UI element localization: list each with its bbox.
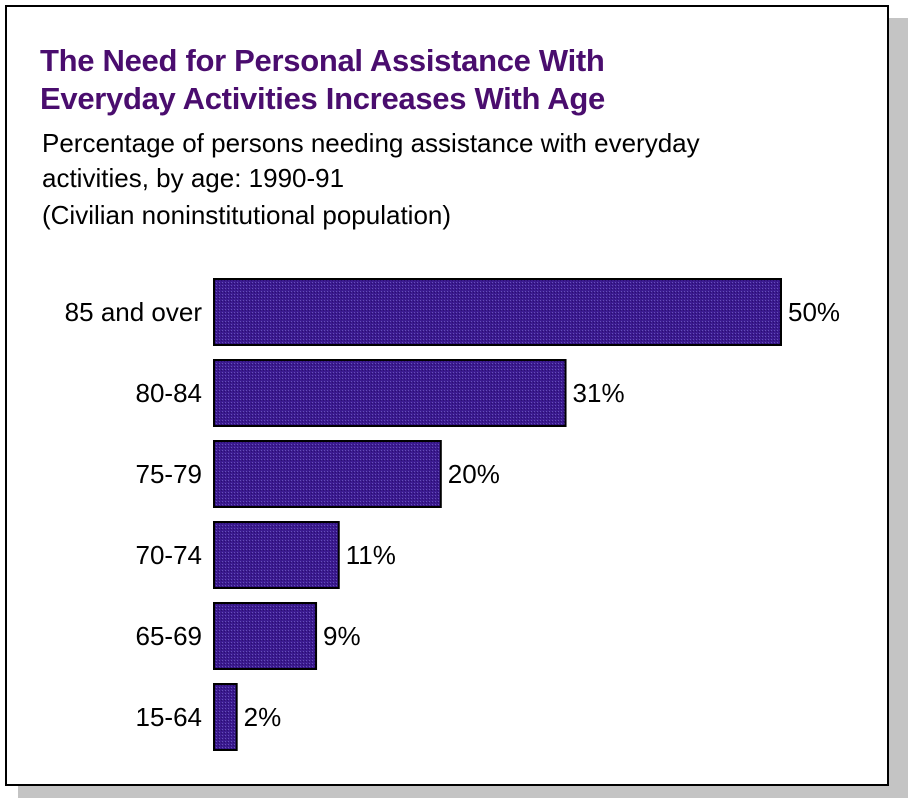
value-label-4: 9% [323,621,361,651]
value-label-3: 11% [346,540,396,570]
chart-title-line-1: The Need for Personal Assistance With [40,43,605,78]
value-label-5: 2% [244,702,282,732]
category-label-3: 70-74 [136,540,203,570]
category-label-4: 65-69 [136,621,203,651]
chart-title: The Need for Personal Assistance With Ev… [40,42,605,118]
chart-note: (Civilian noninstitutional population) [42,200,452,230]
value-label-2: 20% [448,459,500,489]
value-label-1: 31% [573,378,625,408]
value-label-0: 50% [788,297,840,327]
bar-3 [213,521,340,589]
bar-0 [213,278,782,346]
bar-4 [213,602,318,670]
chart-subtitle-line-2: activities, by age: 1990-91 [42,163,345,193]
category-label-5: 15-64 [136,702,203,732]
bar-1 [213,359,567,427]
category-label-2: 75-79 [136,459,203,489]
chart-subtitle-line-1: Percentage of persons needing assistance… [42,128,700,158]
category-label-0: 85 and over [65,297,203,327]
chart-title-line-2: Everyday Activities Increases With Age [40,81,605,116]
bar-5 [213,683,238,751]
chart-subtitle: Percentage of persons needing assistance… [42,126,700,233]
bar-2 [213,440,442,508]
bars-group: 85 and over 50% 80-84 31% 75-79 20% 70-74 11% 65… [65,278,840,751]
category-label-1: 80-84 [136,378,203,408]
